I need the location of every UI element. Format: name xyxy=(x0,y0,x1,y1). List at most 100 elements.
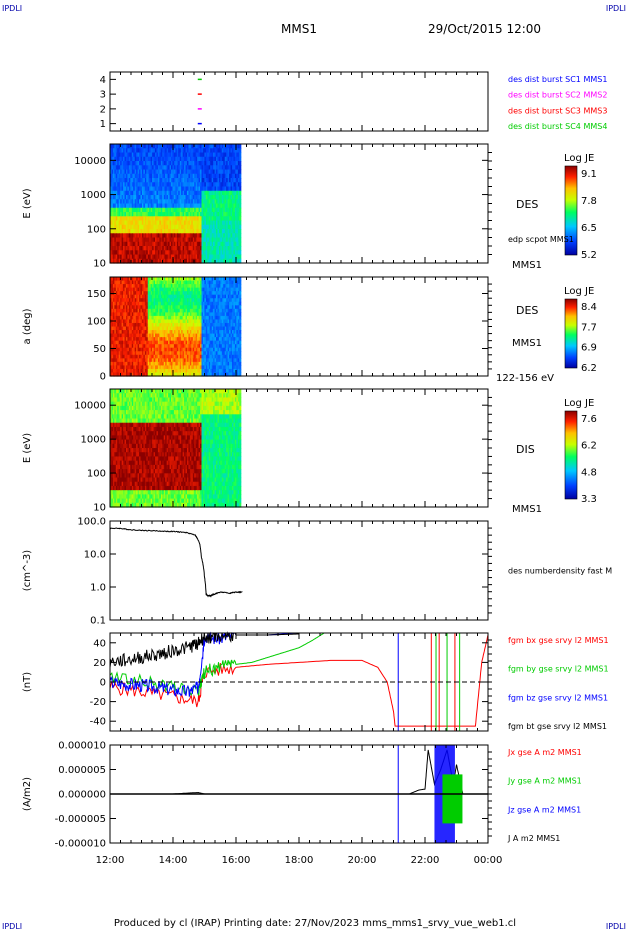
spectrogram-cell xyxy=(208,333,211,338)
spectrogram-cell xyxy=(146,212,149,217)
spectrogram-cell xyxy=(189,344,192,349)
spectrogram-cell xyxy=(191,156,194,162)
spectrogram-cell xyxy=(194,372,197,377)
spectrogram-cell xyxy=(111,340,114,345)
spectrogram-cell xyxy=(133,277,136,282)
spectrogram-cell xyxy=(184,277,187,282)
spectrogram-cell xyxy=(220,237,223,243)
spectrogram-cell xyxy=(140,305,143,310)
spectrogram-cell xyxy=(200,319,203,324)
spectrogram-cell xyxy=(146,337,149,342)
spectrogram-cell xyxy=(111,326,114,331)
spectrogram-cell xyxy=(153,190,156,196)
spectrogram-cell xyxy=(227,280,230,285)
spectrogram-cell xyxy=(179,186,182,192)
spectrogram-cell xyxy=(223,152,226,158)
spectrogram-cell xyxy=(172,354,175,359)
spectrogram-cell xyxy=(186,368,190,374)
spectrogram-cell xyxy=(218,280,221,285)
spectrogram-cell xyxy=(202,351,206,356)
spectrogram-cell xyxy=(117,250,120,256)
spectrogram-cell xyxy=(221,258,224,264)
spectrogram-cell xyxy=(198,152,201,158)
spectrogram-cell xyxy=(156,152,159,158)
spectrogram-cell xyxy=(160,322,163,328)
spectrogram-cell xyxy=(234,241,237,247)
spectrogram-cell xyxy=(207,358,210,363)
spectrogram-cell xyxy=(205,361,208,366)
spectrogram-cell xyxy=(121,165,124,171)
spectrogram-cell xyxy=(221,354,224,359)
spectrogram-cell xyxy=(121,368,124,374)
spectrogram-cell xyxy=(197,372,200,377)
spectrogram-cell xyxy=(118,354,121,359)
spectrogram-cell xyxy=(229,169,232,175)
spectrogram-cell xyxy=(181,258,184,264)
spectrogram-cell xyxy=(143,241,146,247)
spectrogram-cell xyxy=(210,207,213,213)
spectrogram-cell xyxy=(220,330,223,335)
spectrogram-cell xyxy=(220,178,223,183)
spectrogram-cell xyxy=(137,216,140,222)
spectrogram-cell xyxy=(166,216,169,222)
spectrogram-cell xyxy=(169,152,172,158)
spectrogram-cell xyxy=(134,199,137,205)
spectrogram-cell xyxy=(191,344,194,349)
spectrogram-cell xyxy=(201,216,204,222)
spectrogram-cell xyxy=(114,241,117,247)
spectrogram-cell xyxy=(127,195,130,200)
spectrogram-cell xyxy=(176,294,179,299)
spectrogram-cell xyxy=(124,178,127,183)
spectrogram-cell xyxy=(204,322,207,328)
spectrogram-cell xyxy=(157,347,160,352)
spectrogram-cell xyxy=(201,190,204,196)
spectrogram-cell xyxy=(124,284,127,289)
spectrogram-cell xyxy=(110,365,113,370)
spectrogram-cell xyxy=(120,199,123,205)
spectrogram-cell xyxy=(207,294,210,299)
spectrogram-cell xyxy=(115,287,118,292)
spectrogram-cell xyxy=(211,280,214,285)
spectrogram-cell xyxy=(162,195,165,200)
spectrogram-cell xyxy=(224,207,227,213)
spectrogram-cell xyxy=(133,195,136,200)
spectrogram-cell xyxy=(137,294,140,299)
spectrogram-cell xyxy=(157,361,160,366)
spectrogram-cell xyxy=(160,224,163,230)
spectrogram-cell xyxy=(234,161,237,166)
spectrogram-cell xyxy=(208,144,211,149)
spectrogram-cell xyxy=(211,294,214,299)
spectrogram-cell xyxy=(155,312,158,317)
spectrogram-cell xyxy=(157,229,160,234)
spectrogram-cell xyxy=(131,216,134,222)
spectrogram-cell xyxy=(112,308,115,313)
spectrogram-cell xyxy=(123,277,126,282)
spectrogram-cell xyxy=(191,190,194,196)
spectrogram-cell xyxy=(147,337,150,342)
spectrogram-cell xyxy=(205,254,208,260)
spectrogram-cell xyxy=(218,294,221,299)
spectrogram-cell xyxy=(184,169,187,175)
spectrogram-cell xyxy=(175,287,178,292)
spectrogram-cell xyxy=(123,315,126,321)
spectrogram-cell xyxy=(137,233,140,239)
spectrogram-cell xyxy=(156,237,159,243)
spectrogram-cell xyxy=(197,250,200,256)
spectrogram-cell xyxy=(176,358,179,363)
spectrogram-cell xyxy=(175,246,178,251)
spectrogram-cell xyxy=(112,165,115,171)
spectrogram-cell xyxy=(195,258,198,264)
spectrogram-cell xyxy=(185,207,188,213)
spectrogram-cell xyxy=(114,337,117,342)
spectrogram-cell xyxy=(185,182,188,188)
spectrogram-cell xyxy=(120,241,123,247)
spectrogram-cell xyxy=(179,351,182,356)
spectrogram-cell xyxy=(204,220,207,226)
spectrogram-cell xyxy=(173,254,176,260)
spectrogram-cell xyxy=(147,178,150,183)
spectrogram-cell xyxy=(115,186,118,192)
spectrogram-cell xyxy=(192,220,195,226)
spectrogram-cell xyxy=(221,165,224,171)
spectrogram-cell xyxy=(124,156,127,162)
spectrogram-cell xyxy=(211,165,214,171)
